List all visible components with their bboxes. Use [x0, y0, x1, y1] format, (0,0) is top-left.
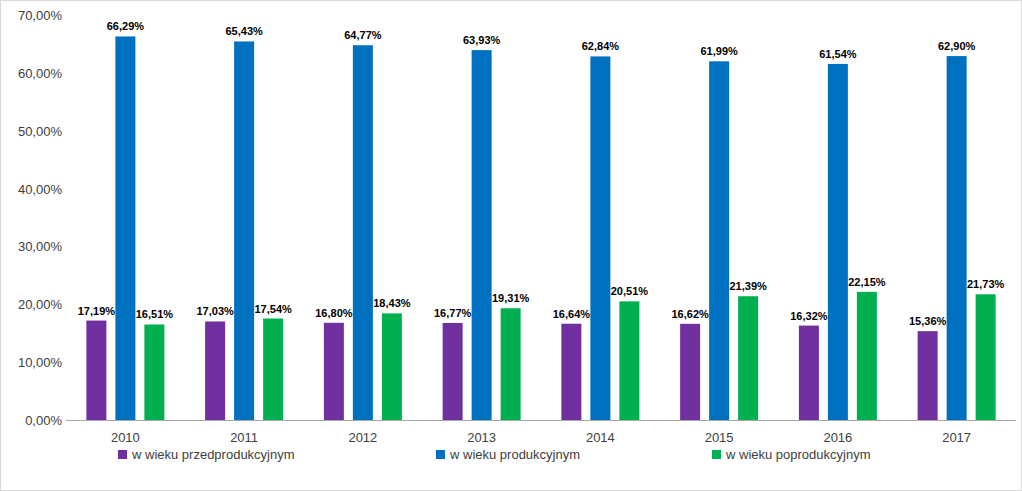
data-label: 16,80% — [315, 307, 353, 319]
bar — [86, 321, 106, 420]
bar — [857, 292, 877, 420]
bar — [709, 61, 729, 420]
bars — [86, 36, 995, 420]
data-labels: 17,19% 17,03% 16,80% 16,77% 16,64% 16,62% 16,3… — [78, 20, 1005, 327]
bar — [443, 323, 463, 420]
bar — [472, 50, 492, 420]
legend-label: w wieku przedprodukcyjnym — [131, 447, 295, 462]
data-label: 61,54% — [819, 48, 857, 60]
data-label: 65,43% — [225, 25, 263, 37]
legend: w wieku przedprodukcyjnym w wieku produkc… — [118, 447, 871, 462]
legend-label: w wieku poprodukcyjnym — [725, 447, 871, 462]
y-tick-label: 20,00% — [18, 297, 63, 312]
x-tick-label: 2016 — [823, 430, 852, 445]
y-axis: 0,00% 10,00% 20,00% 30,00% 40,00% 50,00% 60,00… — [18, 8, 66, 428]
x-axis-line — [66, 420, 1016, 421]
bar — [918, 331, 938, 420]
bar — [590, 56, 610, 420]
data-label: 16,62% — [671, 308, 709, 320]
bar — [799, 326, 819, 420]
legend-label: w wieku produkcyjnym — [449, 447, 580, 462]
x-tick-label: 2017 — [942, 430, 971, 445]
data-label: 22,15% — [848, 276, 886, 288]
bar — [561, 324, 581, 420]
y-tick-label: 0,00% — [25, 413, 62, 428]
legend-swatch — [118, 450, 127, 459]
bar — [234, 41, 254, 420]
data-label: 21,73% — [967, 278, 1005, 290]
bar — [382, 313, 402, 420]
bar — [738, 296, 758, 420]
data-label: 17,19% — [78, 305, 116, 317]
data-label: 17,03% — [196, 305, 234, 317]
legend-swatch — [712, 450, 721, 459]
data-label: 21,39% — [729, 280, 767, 292]
x-tick-label: 2011 — [230, 430, 258, 445]
bar — [976, 294, 996, 420]
bar — [828, 64, 848, 420]
x-tick-label: 2014 — [586, 430, 615, 445]
data-label: 16,77% — [434, 307, 472, 319]
bar — [501, 308, 521, 420]
x-tick-label: 2012 — [348, 430, 377, 445]
chart-frame — [1, 1, 1022, 491]
bar — [144, 324, 164, 420]
bar — [680, 324, 700, 420]
x-tick-label: 2010 — [111, 430, 140, 445]
data-label: 62,84% — [582, 40, 620, 52]
bar — [353, 45, 373, 420]
y-tick-label: 70,00% — [18, 8, 63, 23]
bar — [115, 36, 135, 420]
bar — [947, 56, 967, 420]
data-label: 62,90% — [938, 40, 976, 52]
y-axis-line — [66, 15, 67, 420]
bar — [619, 301, 639, 420]
data-label: 16,32% — [790, 310, 828, 322]
bar — [324, 323, 344, 420]
data-label: 19,31% — [492, 292, 530, 304]
data-label: 66,29% — [107, 20, 145, 32]
data-label: 64,77% — [344, 29, 382, 41]
x-tick-label: 2015 — [705, 430, 734, 445]
y-tick-label: 60,00% — [18, 66, 63, 81]
chart: 0,00% 10,00% 20,00% 30,00% 40,00% 50,00% 60,00… — [0, 0, 1022, 491]
data-label: 15,36% — [909, 315, 947, 327]
data-label: 16,64% — [553, 308, 591, 320]
data-label: 61,99% — [700, 45, 738, 57]
data-label: 20,51% — [611, 285, 649, 297]
y-tick-label: 40,00% — [18, 182, 63, 197]
bar — [263, 319, 283, 420]
x-tick-label: 2013 — [467, 430, 496, 445]
data-label: 63,93% — [463, 34, 501, 46]
data-label: 17,54% — [254, 303, 292, 315]
legend-swatch — [436, 450, 445, 459]
y-tick-label: 10,00% — [18, 355, 63, 370]
bar — [205, 321, 225, 420]
data-label: 18,43% — [373, 297, 411, 309]
y-tick-label: 50,00% — [18, 124, 63, 139]
y-tick-label: 30,00% — [18, 239, 63, 254]
x-axis: 2010 2011 2012 2013 2014 2015 2016 2017 — [66, 421, 1016, 446]
data-label: 16,51% — [136, 308, 174, 320]
